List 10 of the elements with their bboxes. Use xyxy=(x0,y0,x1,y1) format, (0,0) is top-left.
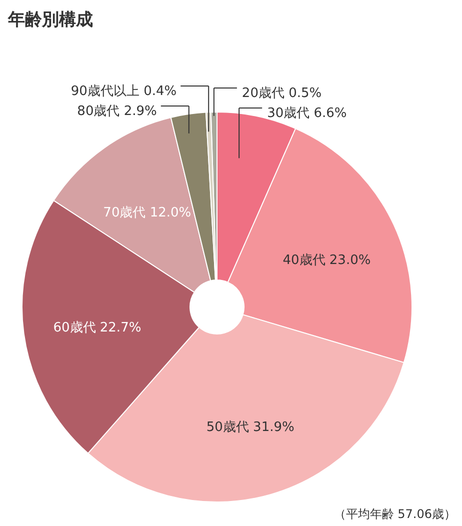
slice-label: 20歳代 0.5% xyxy=(242,86,322,101)
slice-label: 90歳代以上 0.4% xyxy=(70,84,177,99)
chart-title: 年齢別構成 xyxy=(7,10,93,30)
slice-label: 70歳代 12.0% xyxy=(103,205,192,220)
text: （平均年齢 57.06歳） xyxy=(334,507,456,521)
slice-label: 60歳代 22.7% xyxy=(53,320,142,336)
slice-label: 80歳代 2.9% xyxy=(77,104,157,119)
slice-label: 50歳代 31.9% xyxy=(206,420,294,436)
slice-label: 30歳代 6.6% xyxy=(267,106,347,121)
slice-label: 40歳代 23.0% xyxy=(282,253,371,268)
